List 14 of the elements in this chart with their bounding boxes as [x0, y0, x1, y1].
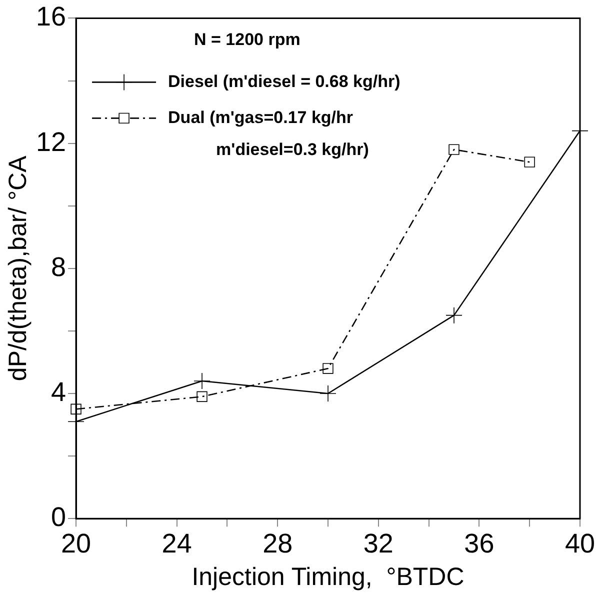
y-axis-title: dP/d(theta),bar/ °CA	[4, 155, 32, 382]
y-tick-label: 4	[51, 376, 66, 407]
annotation: N = 1200 rpm	[194, 30, 300, 49]
y-tick-label: 12	[36, 126, 66, 157]
x-tick-label: 28	[262, 528, 293, 558]
legend-label: Diesel (m'diesel = 0.68 kg/hr)	[168, 72, 400, 91]
x-tick-label: 40	[564, 528, 596, 558]
y-tick-label: 16	[36, 2, 66, 32]
y-tick-label: 8	[51, 252, 66, 282]
x-tick-label: 32	[363, 528, 394, 558]
x-tick-label: 36	[464, 528, 494, 558]
x-tick-label: 24	[162, 528, 192, 558]
x-axis-title: Injection Timing, °BTDC	[192, 562, 464, 591]
legend-label: Dual (m'gas=0.17 kg/hr m'diesel=0.3 kg/hr)	[168, 108, 369, 159]
